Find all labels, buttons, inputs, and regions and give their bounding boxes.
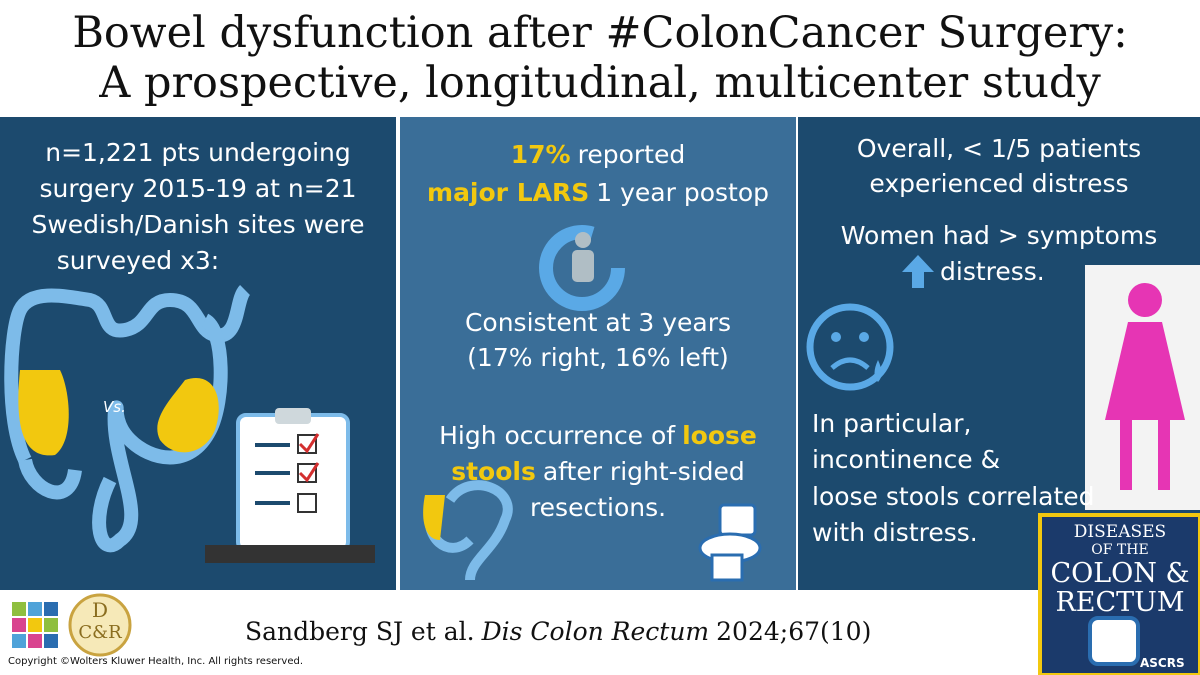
cover-society: ASCRS	[1140, 656, 1185, 670]
highlight-text: 17%	[510, 140, 571, 169]
cycle-icon	[539, 225, 625, 311]
right-text: incontinence &	[812, 445, 1001, 474]
vs-label: Vs.	[103, 398, 126, 416]
left-colon-highlight	[157, 378, 219, 453]
right-text: experienced distress	[869, 169, 1129, 198]
right-text: with distress.	[812, 518, 978, 547]
cover-text: RECTUM	[1055, 587, 1185, 618]
right-text: distress.	[940, 257, 1045, 286]
middle-text: major LARS 1 year postop	[400, 178, 796, 207]
increase-arrow	[902, 255, 934, 288]
sad-face	[806, 303, 894, 391]
middle-text: High occurrence of loose	[400, 421, 796, 450]
highlight-text: loose	[682, 421, 757, 450]
text-segment: 1 year postop	[596, 178, 769, 207]
right-colon-highlight	[18, 370, 69, 456]
journal-badge	[68, 593, 132, 657]
clipboard	[236, 413, 350, 552]
citation: Sandberg SJ et al. Dis Colon Rectum 2024;6…	[245, 617, 871, 646]
copyright: Copyright ©Wolters Kluwer Health, Inc. A…	[8, 656, 304, 667]
text-segment: reported	[577, 140, 686, 169]
text-segment: High occurrence of	[439, 421, 676, 450]
badge-text: C&R	[78, 622, 122, 643]
right-text: loose stools correlated	[812, 482, 1095, 511]
left-text: surgery 2015-19 at n=21	[39, 174, 357, 203]
title: Bowel dysfunction after #ColonCancer Sur…	[72, 8, 1128, 58]
left-text: Swedish/Danish sites were	[31, 210, 365, 239]
badge-text: D	[91, 598, 109, 622]
title: A prospective, longitudinal, multicenter…	[99, 58, 1101, 108]
text-segment: resections.	[529, 493, 667, 522]
right-text: In particular,	[812, 409, 972, 438]
left-text: surveyed x3:	[56, 246, 220, 275]
text-segment: after right-sided	[542, 457, 745, 486]
right-text: Women had > symptoms	[840, 221, 1158, 250]
cover-text: DISEASES	[1073, 522, 1167, 542]
middle-text: Consistent at 3 years	[400, 308, 796, 337]
text-segment: Sandberg SJ et al.	[245, 617, 475, 646]
right-text: Overall, < 1/5 patients	[856, 134, 1142, 163]
cover-text: OF THE	[1091, 542, 1149, 558]
woman-icon	[1128, 283, 1162, 317]
left-text: n=1,221 pts undergoing	[45, 138, 351, 167]
middle-text: 17% reported	[400, 140, 796, 169]
text-segment: 2024;67(10)	[716, 617, 872, 646]
colon-right-end	[18, 458, 82, 500]
middle-text: resections.	[400, 493, 796, 522]
middle-text: stools after right-sided	[400, 457, 796, 486]
cover-text: COLON &	[1050, 558, 1190, 589]
clip	[275, 408, 311, 424]
highlight-text: stools	[451, 457, 536, 486]
highlight-text: major LARS	[427, 178, 590, 207]
desk	[205, 545, 375, 563]
text-segment: Consistent at 3 years	[464, 308, 732, 337]
text-segment: Dis Colon Rectum	[481, 617, 710, 646]
publisher-logo	[12, 602, 58, 648]
middle-text: (17% right, 16% left)	[400, 343, 796, 372]
text-segment: (17% right, 16% left)	[467, 343, 729, 372]
checklist	[255, 443, 290, 505]
